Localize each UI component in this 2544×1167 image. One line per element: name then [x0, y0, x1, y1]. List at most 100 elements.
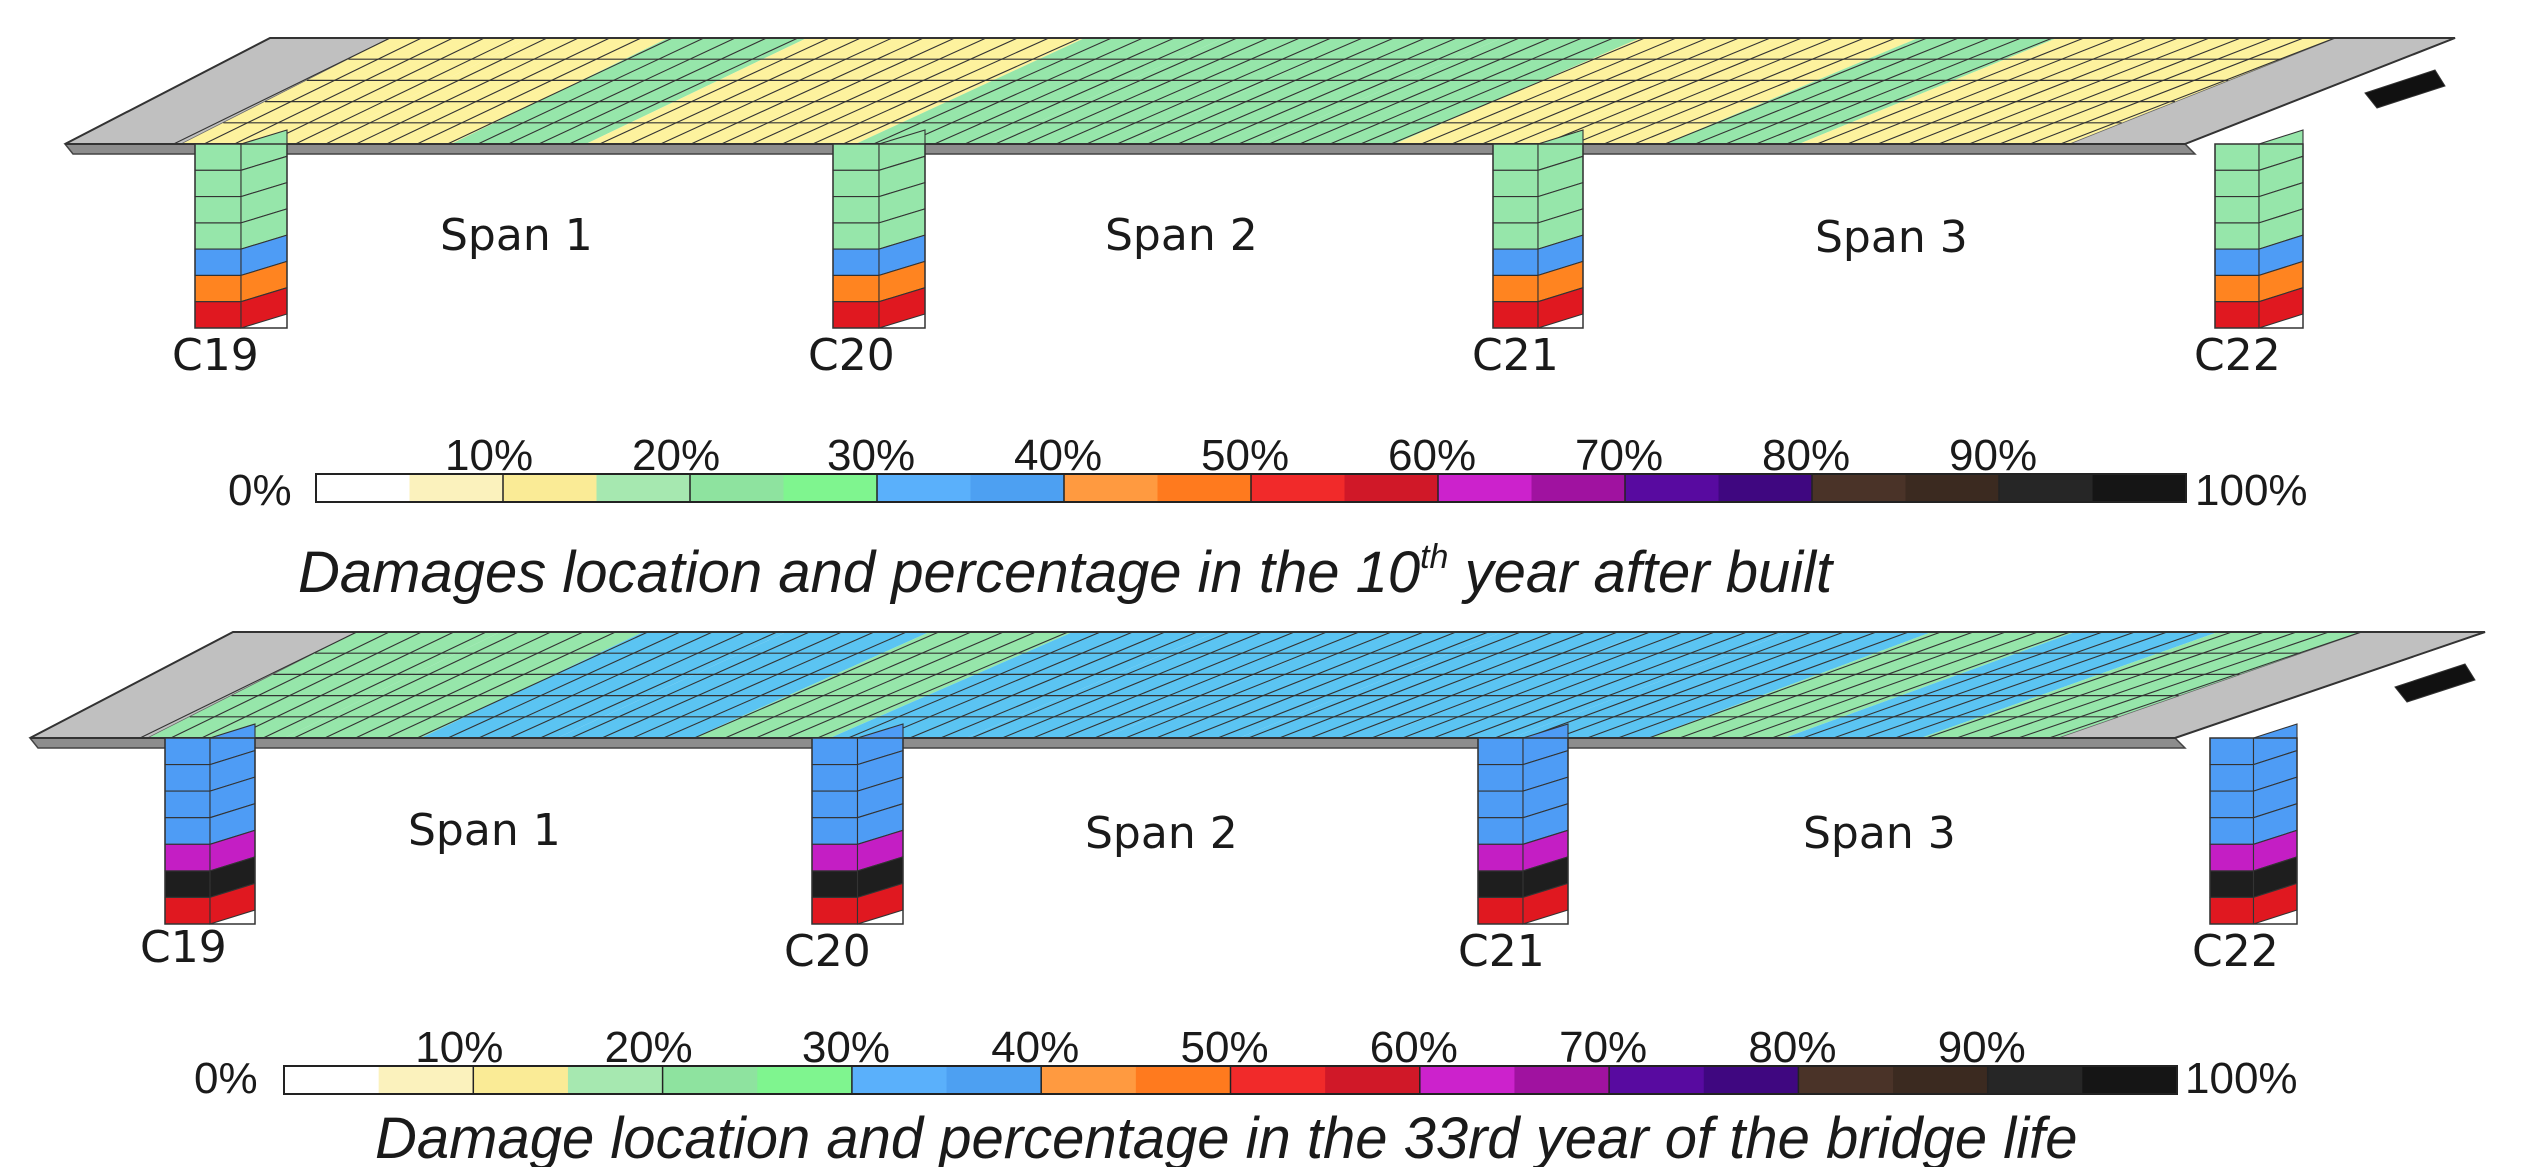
colorbar-max-label: 100%: [2195, 466, 2308, 515]
column-label-c19: C19: [172, 330, 259, 381]
deck-grid-col: [940, 631, 1198, 739]
deck-grid-col: [201, 631, 422, 739]
column-band: [832, 301, 880, 329]
deck-grid-col: [540, 631, 778, 739]
deck-grid-col: [878, 631, 1133, 739]
column-band: [164, 870, 211, 898]
abutment-bearing: [2394, 663, 2476, 703]
deck-grid-col: [971, 631, 1230, 739]
column-band: [164, 896, 211, 925]
colorbar-ticks-year10: 10% 20% 30% 40% 50% 60% 70% 80% 90%: [445, 431, 2037, 480]
colorbar-segment: [567, 1066, 664, 1094]
deck-grid-col: [601, 631, 842, 739]
colorbar-segment: [970, 474, 1065, 502]
colorbar-min-label: 0%: [194, 1054, 258, 1103]
deck-edge: [63, 143, 2197, 155]
colorbar-segment: [1514, 1066, 1610, 1094]
colorbar-tick-label: 60%: [1370, 1023, 1458, 1072]
deck-grid-col: [1463, 631, 1748, 739]
column-band: [2209, 843, 2255, 872]
deck-grid-col: [1695, 37, 1959, 145]
deck-grid-col: [724, 631, 972, 739]
span-label-1: Span 1: [408, 805, 561, 856]
deck-grid-col: [847, 631, 1101, 739]
column-band: [2209, 764, 2255, 792]
deck-grid-col: [1512, 37, 1771, 145]
column-band: [832, 196, 880, 224]
column-band: [194, 274, 242, 303]
deck-zone: [1102, 632, 1503, 738]
column-band: [2214, 143, 2260, 171]
column-band: [1477, 790, 1524, 819]
deck-grid-col: [751, 37, 987, 145]
colorbar-tick-label: 20%: [632, 431, 720, 480]
column-band: [832, 143, 880, 171]
deck-grid-col: [1968, 37, 2241, 145]
colorbar-segment: [946, 1066, 1042, 1094]
deck-zone: [1375, 632, 1789, 738]
deck-zone: [1784, 632, 2218, 738]
deck-zone: [1798, 38, 2196, 144]
deck-zone: [1511, 632, 1932, 738]
column-band: [832, 169, 880, 198]
colorbar-segment: [1041, 1066, 1137, 1094]
deck-grid-col: [934, 37, 1175, 145]
deck-grid-col: [599, 37, 830, 145]
column-band: [164, 737, 211, 766]
deck-grid-col: [170, 631, 390, 739]
deck-grid-col: [1451, 37, 1708, 145]
deck-grid-col: [2060, 37, 2336, 145]
deck-grid-col: [1833, 631, 2136, 739]
colorbar-segment: [596, 474, 691, 502]
column-band: [164, 817, 211, 845]
deck-grid-col: [538, 37, 767, 145]
column-band: [1492, 196, 1539, 224]
deck-grid-col: [995, 37, 1238, 145]
colorbar-segment: [1987, 1066, 2083, 1094]
column-outline: [832, 143, 926, 329]
span-label-3: Span 3: [1803, 808, 1956, 859]
deck-grid-col: [1956, 631, 2265, 739]
deck-grid-col: [1402, 631, 1683, 739]
colorbar-tick-label: 30%: [827, 431, 915, 480]
deck-grid-col: [1586, 631, 1877, 739]
deck-grid-col: [1542, 37, 1802, 145]
deck-grid-col: [262, 631, 487, 739]
deck-grid-col: [1329, 37, 1583, 145]
colorbar-ticks-year33: 10% 20% 30% 40% 50% 60% 70% 80% 90%: [415, 1023, 2025, 1072]
deck-grid-col: [325, 37, 548, 145]
colorbar-segment: [877, 474, 971, 502]
deck-grid-col: [1238, 37, 1489, 145]
deck-zone: [693, 632, 1073, 738]
deck-zone: [316, 38, 668, 144]
deck-grid-col: [817, 631, 1069, 739]
column-band: [2214, 222, 2260, 250]
deck-zone: [181, 38, 530, 144]
deck-grid-col: [324, 631, 552, 739]
deck-grid-col: [964, 37, 1206, 145]
colorbar-segment: [1718, 474, 1813, 502]
column-band: [1492, 143, 1539, 171]
deck-zone: [1394, 38, 1780, 144]
caption-year10-sup: th: [1420, 538, 1448, 576]
deck-grid-col: [232, 631, 455, 739]
column-band: [1492, 301, 1539, 329]
column-band: [2209, 737, 2255, 766]
deck-zone: [829, 632, 1216, 738]
column-band: [164, 764, 211, 792]
colorbar-segment: [662, 1066, 758, 1094]
column-label-c21: C21: [1458, 926, 1545, 977]
column-band: [194, 143, 242, 171]
deck-grid-col: [1648, 631, 1942, 739]
deck-outline: [29, 631, 2486, 739]
deck-grid-col: [478, 631, 713, 739]
deck-grid-col: [1340, 631, 1618, 739]
deck-grid-col: [1481, 37, 1740, 145]
deck-zone: [1529, 38, 1919, 144]
column-band: [164, 790, 211, 819]
column-outline: [164, 737, 256, 925]
deck-edge: [28, 737, 2187, 749]
column-band: [1477, 817, 1524, 845]
colorbar-segment: [1230, 1066, 1326, 1094]
deck-grid-col: [1634, 37, 1896, 145]
